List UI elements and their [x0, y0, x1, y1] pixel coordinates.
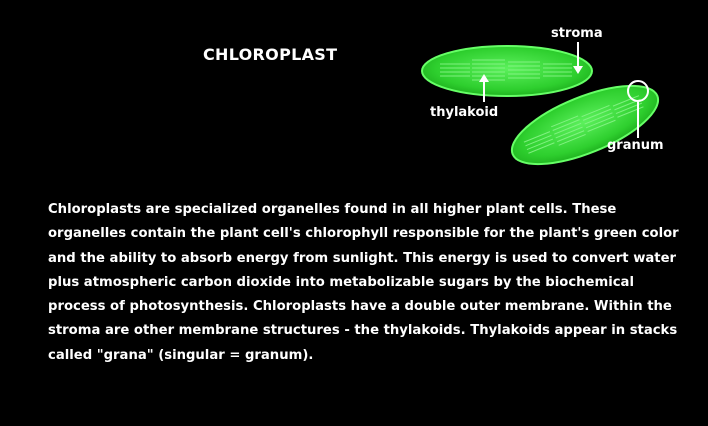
granum-label: granum: [607, 138, 664, 153]
chloroplast-upper: [421, 45, 593, 97]
thylakoid-label: thylakoid: [430, 105, 499, 120]
stroma-pointer: [573, 42, 583, 74]
thylakoid-stacks-upper: [440, 59, 572, 81]
description-paragraph: Chloroplasts are specialized organelles …: [48, 202, 679, 363]
granum-pointer: [627, 80, 649, 138]
thylakoid-stacks-lower: [523, 95, 644, 154]
page-title: CHLOROPLAST: [203, 45, 338, 64]
thylakoid-pointer: [479, 74, 489, 102]
chloroplast-diagram: stroma thylakoid granum: [410, 20, 700, 170]
stroma-label: stroma: [551, 26, 603, 41]
chloroplast-lower: [510, 84, 660, 166]
